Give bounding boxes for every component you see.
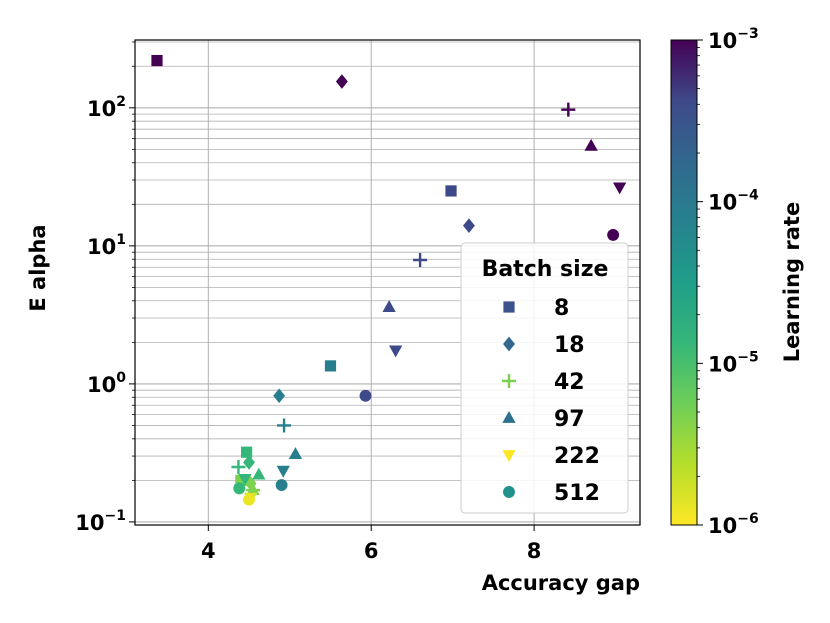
legend-entry: 97 xyxy=(502,407,585,432)
legend-entry: 8 xyxy=(503,296,569,321)
colorbar-label: Learning rate xyxy=(780,202,804,362)
legend-label: 222 xyxy=(554,444,600,469)
y-axis-label: E alpha xyxy=(26,224,50,311)
legend-marker-triangle-down xyxy=(502,450,516,462)
y-tick-label: 101 xyxy=(87,232,126,259)
data-point-batch-42 xyxy=(277,418,292,433)
colorbar: 10−6 10−5 10−4 10−3 Learning rate xyxy=(670,26,804,538)
legend-entry: 222 xyxy=(502,444,600,469)
data-point-batch-18 xyxy=(273,388,286,404)
data-point-batch-42 xyxy=(413,252,428,267)
legend-label: 512 xyxy=(554,481,600,506)
data-point-batch-97 xyxy=(584,138,598,151)
data-point-batch-512 xyxy=(607,228,620,241)
y-tick-label: 102 xyxy=(87,94,126,121)
data-point-batch-97 xyxy=(288,447,303,460)
legend-marker-triangle-up xyxy=(502,411,516,423)
legend-label: 42 xyxy=(554,370,585,395)
colorbar-tick-label: 10−6 xyxy=(708,511,759,538)
legend-entry: 18 xyxy=(503,333,585,358)
colorbar-tick-label: 10−3 xyxy=(708,26,759,53)
data-point-batch-97 xyxy=(246,483,260,496)
data-point-batch-8 xyxy=(445,185,457,197)
data-point-batch-222 xyxy=(238,473,252,486)
legend-label: 18 xyxy=(554,333,585,358)
plot-frame xyxy=(134,39,641,526)
colorbar-ticks: 10−6 10−5 10−4 10−3 xyxy=(697,26,759,538)
x-axis-ticks: 4 6 8 xyxy=(201,525,541,563)
data-point-batch-18 xyxy=(463,218,475,234)
data-point-batch-18 xyxy=(243,455,255,470)
legend: Batch size 8 18 42 97 222 512 xyxy=(460,242,629,514)
data-point-batch-8 xyxy=(240,446,253,458)
colorbar-gradient xyxy=(670,39,698,526)
legend-marker-diamond xyxy=(503,336,515,352)
x-tick-label: 4 xyxy=(201,539,216,563)
legend-label: 8 xyxy=(554,296,569,321)
data-points xyxy=(151,54,627,506)
colorbar-tick-label: 10−5 xyxy=(708,349,759,376)
data-point-batch-8 xyxy=(235,474,247,486)
data-point-batch-512 xyxy=(359,389,372,402)
data-point-batch-222 xyxy=(612,182,627,195)
data-point-batch-18 xyxy=(335,74,348,89)
legend-marker-plus xyxy=(502,374,516,388)
data-point-batch-8 xyxy=(324,360,337,372)
data-point-batch-42 xyxy=(561,102,576,117)
legend-entry: 512 xyxy=(503,481,600,506)
data-point-batch-42 xyxy=(231,459,246,474)
data-point-batch-512 xyxy=(233,482,246,495)
legend-title: Batch size xyxy=(482,257,609,282)
x-tick-label: 8 xyxy=(527,539,542,563)
legend-marker-circle xyxy=(503,486,515,498)
x-axis-label: Accuracy gap xyxy=(482,571,640,595)
data-point-batch-97 xyxy=(252,467,266,480)
x-tick-label: 6 xyxy=(364,539,379,563)
data-point-batch-512 xyxy=(275,479,288,491)
legend-box xyxy=(460,242,629,514)
data-point-batch-512 xyxy=(243,493,255,506)
legend-entry: 42 xyxy=(502,370,585,395)
data-point-batch-97 xyxy=(382,300,396,313)
y-axis-ticks: 10−1 100 101 102 xyxy=(75,41,135,535)
data-point-batch-222 xyxy=(276,465,290,478)
legend-entries: 8 18 42 97 222 512 xyxy=(502,296,600,506)
y-tick-label: 10−1 xyxy=(75,508,126,535)
legend-label: 97 xyxy=(554,407,585,432)
data-point-batch-222 xyxy=(388,345,403,358)
data-point-batch-8 xyxy=(151,54,163,67)
y-tick-label: 100 xyxy=(87,370,126,397)
colorbar-tick-label: 10−4 xyxy=(708,188,759,215)
legend-marker-square xyxy=(503,301,515,313)
